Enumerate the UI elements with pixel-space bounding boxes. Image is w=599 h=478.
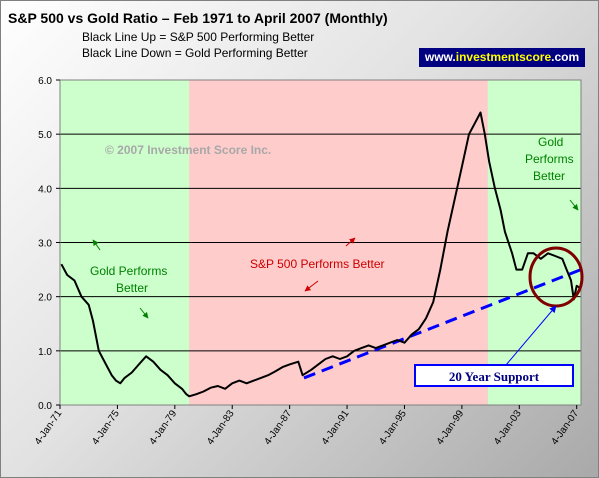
support-arrow <box>505 305 557 366</box>
x-tick-label: 4-Jan-07 <box>550 408 582 447</box>
x-tick-label: 4-Jan-99 <box>435 408 467 447</box>
y-axis: 0.0 1.0 2.0 3.0 4.0 5.0 6.0 <box>38 76 60 412</box>
y-tick-label: 3.0 <box>38 239 52 250</box>
support-label-box <box>414 364 574 387</box>
sp-arrow-up <box>345 237 356 247</box>
support-trendline <box>303 268 582 380</box>
y-tick-label: 2.0 <box>38 293 52 304</box>
gold-left-label-2: Better <box>116 281 148 295</box>
x-tick-label: 4-Jan-87 <box>262 408 294 447</box>
y-tick-label: 5.0 <box>38 130 52 141</box>
gold-right-label-2: Performs <box>525 152 574 166</box>
subtitle-line-1: Black Line Up = S&P 500 Performing Bette… <box>82 30 315 44</box>
x-tick-label: 4-Jan-75 <box>90 408 122 447</box>
x-tick-label: 4-Jan-95 <box>377 408 409 447</box>
gold-right-label-3: Better <box>533 169 565 183</box>
y-tick-label: 1.0 <box>38 347 52 358</box>
x-axis: 4-Jan-71 4-Jan-75 4-Jan-79 4-Jan-83 4-Jan-87… <box>33 405 582 447</box>
x-tick-label: 4-Jan-79 <box>148 408 180 447</box>
brand-badge: www.investmentscore.com <box>419 48 585 67</box>
support-label: 20 Year Support <box>449 369 540 384</box>
y-tick-label: 0.0 <box>38 401 52 412</box>
x-tick-label: 4-Jan-71 <box>33 408 65 447</box>
gold-right-arrow-down <box>569 199 579 211</box>
sp-middle-label: S&P 500 Performs Better <box>250 257 385 271</box>
gold-left-label-1: Gold Performs <box>90 264 167 278</box>
brand-suffix: .com <box>551 50 580 64</box>
gold-left-arrow-down <box>139 307 149 319</box>
x-tick-label: 4-Jan-03 <box>492 408 524 447</box>
brand-highlight: investmentscore <box>455 50 552 64</box>
x-tick-label: 4-Jan-83 <box>205 408 237 447</box>
chart-title: S&P 500 vs Gold Ratio – Feb 1971 to Apri… <box>8 10 388 26</box>
subtitle-line-2: Black Line Down = Gold Performing Better <box>82 46 308 60</box>
sp-arrow-down <box>304 280 319 292</box>
y-tick-label: 6.0 <box>38 76 52 87</box>
copyright-text: © 2007 Investment Score Inc. <box>105 143 271 157</box>
gold-right-label-1: Gold <box>538 135 563 149</box>
x-tick-label: 4-Jan-91 <box>320 408 352 447</box>
brand-prefix: www. <box>424 50 456 64</box>
y-tick-label: 4.0 <box>38 184 52 195</box>
gold-left-arrow-up <box>92 239 101 251</box>
ratio-series-line <box>60 111 582 398</box>
